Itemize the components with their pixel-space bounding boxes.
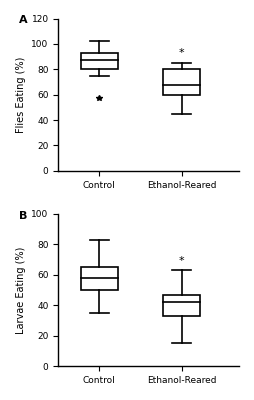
Text: B: B <box>19 211 27 221</box>
Text: *: * <box>179 256 184 266</box>
FancyBboxPatch shape <box>81 267 118 290</box>
Y-axis label: Flies Eating (%): Flies Eating (%) <box>16 56 26 133</box>
FancyBboxPatch shape <box>163 69 200 95</box>
FancyBboxPatch shape <box>81 53 118 69</box>
Text: A: A <box>19 16 27 26</box>
FancyBboxPatch shape <box>163 295 200 316</box>
Y-axis label: Larvae Eating (%): Larvae Eating (%) <box>16 246 26 334</box>
Text: *: * <box>179 48 184 58</box>
